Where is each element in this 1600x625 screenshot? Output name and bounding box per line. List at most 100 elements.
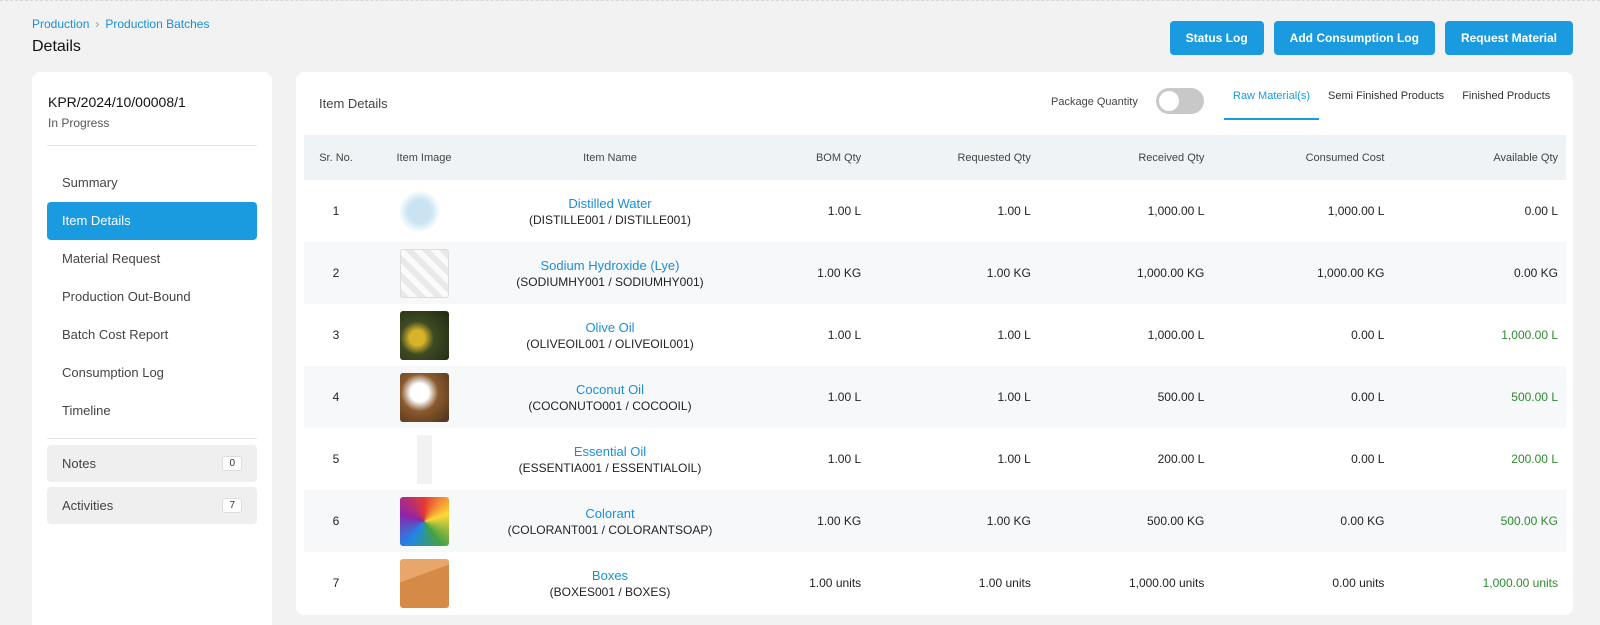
item-name-link[interactable]: Sodium Hydroxide (Lye) <box>540 257 680 273</box>
breadcrumb-root[interactable]: Production <box>32 17 90 31</box>
item-name-link[interactable]: Colorant <box>585 505 635 521</box>
sidebar-notes[interactable]: Notes 0 <box>47 445 257 482</box>
sr-no-cell: 1 <box>332 204 340 218</box>
item-name-cell: Boxes (BOXES001 / BOXES) <box>480 552 740 614</box>
tab-finished-products[interactable]: Finished Products <box>1462 90 1551 102</box>
sidebar-activities[interactable]: Activities 7 <box>47 487 257 524</box>
table-row: 4 Coconut Oil (COCONUTO001 / COCOOIL) 1.00 … <box>304 366 1566 428</box>
breadcrumb: Production › Production Batches <box>32 17 209 31</box>
available-qty-cell: 0.00 KG <box>1513 266 1558 280</box>
requested-qty-cell: 1.00 units <box>978 576 1031 590</box>
item-name-cell: Olive Oil (OLIVEOIL001 / OLIVEOIL001) <box>480 304 740 366</box>
available-qty-cell: 1,000.00 units <box>1482 576 1558 590</box>
divider <box>47 145 257 146</box>
item-name-cell: Sodium Hydroxide (Lye) (SODIUMHY001 / SOD… <box>480 242 740 304</box>
item-image-cell <box>368 490 480 552</box>
table-row: 2 Sodium Hydroxide (Lye) (SODIUMHY001 / SO… <box>304 242 1566 304</box>
item-name-link[interactable]: Distilled Water <box>568 195 652 211</box>
consumed-cost-cell: 1,000.00 KG <box>1317 266 1385 280</box>
colorant-icon <box>399 496 449 546</box>
sidebar-item-consumption-log[interactable]: Consumption Log <box>62 365 164 380</box>
item-code: (COCONUTO001 / COCOOIL) <box>528 398 692 413</box>
item-code: (BOXES001 / BOXES) <box>549 584 671 599</box>
status-log-button[interactable]: Status Log <box>1169 21 1264 55</box>
item-type-tabs: Raw Material(s) Semi Finished Products F… <box>1224 72 1559 120</box>
item-name-cell: Essential Oil (ESSENTIA001 / ESSENTIALOIL… <box>480 428 740 490</box>
sidebar-item-item-details[interactable]: Item Details <box>47 202 257 240</box>
tab-semi-finished-products[interactable]: Semi Finished Products <box>1328 90 1445 102</box>
bom-qty-cell: 1.00 L <box>827 390 862 404</box>
toggle-knob <box>1159 91 1179 111</box>
item-name-link[interactable]: Boxes <box>591 567 629 583</box>
lye-icon <box>399 248 449 298</box>
package-quantity-toggle[interactable] <box>1156 88 1204 114</box>
item-code: (COLORANT001 / COLORANTSOAP) <box>507 522 713 537</box>
top-actions: Status Log Add Consumption Log Request M… <box>1169 21 1573 55</box>
sr-no-cell: 6 <box>332 514 340 528</box>
item-code: (ESSENTIA001 / ESSENTIALOIL) <box>518 460 702 475</box>
column-header: Item Name <box>583 151 637 164</box>
table-header-row: Sr. No. Item Image Item Name BOM Qty Req… <box>304 135 1566 180</box>
column-header: Requested Qty <box>957 151 1031 164</box>
request-material-button[interactable]: Request Material <box>1444 21 1573 55</box>
sidebar-item-material-request[interactable]: Material Request <box>62 251 161 266</box>
item-name-link[interactable]: Coconut Oil <box>576 381 644 397</box>
item-name-link[interactable]: Essential Oil <box>573 443 647 459</box>
bom-qty-cell: 1.00 units <box>809 576 862 590</box>
column-header: Received Qty <box>1138 151 1205 164</box>
sr-no-cell: 2 <box>332 266 340 280</box>
notes-label: Notes <box>62 456 96 471</box>
item-image-cell <box>368 366 480 428</box>
batch-status: In Progress <box>48 116 110 130</box>
sr-no-cell: 7 <box>332 576 340 590</box>
received-qty-cell: 1,000.00 L <box>1147 204 1205 218</box>
requested-qty-cell: 1.00 KG <box>986 514 1031 528</box>
breadcrumb-current[interactable]: Production Batches <box>105 17 210 31</box>
item-details-panel: Item Details Package Quantity Raw Materi… <box>296 72 1573 615</box>
received-qty-cell: 500.00 KG <box>1146 514 1205 528</box>
divider <box>47 438 257 439</box>
item-image-cell <box>368 552 480 614</box>
table-row: 1 Distilled Water (DISTILLE001 / DISTILLE0… <box>304 180 1566 242</box>
column-header: Consumed Cost <box>1305 151 1385 164</box>
item-name-link[interactable]: Olive Oil <box>585 319 635 335</box>
bom-qty-cell: 1.00 L <box>827 328 862 342</box>
bom-qty-cell: 1.00 KG <box>817 266 862 280</box>
water-icon <box>399 186 449 236</box>
chevron-right-icon: › <box>95 17 100 31</box>
requested-qty-cell: 1.00 L <box>997 390 1031 404</box>
available-qty-cell: 500.00 KG <box>1500 514 1558 528</box>
received-qty-cell: 200.00 L <box>1157 452 1205 466</box>
sidebar: KPR/2024/10/00008/1 In Progress Summary … <box>32 72 272 625</box>
table-row: 3 Olive Oil (OLIVEOIL001 / OLIVEOIL001) 1.0… <box>304 304 1566 366</box>
olive-oil-icon <box>399 310 449 360</box>
sidebar-item-summary[interactable]: Summary <box>62 175 118 190</box>
column-header: Sr. No. <box>319 151 353 164</box>
item-image-cell <box>368 242 480 304</box>
sidebar-item-timeline[interactable]: Timeline <box>62 403 111 418</box>
consumed-cost-cell: 0.00 L <box>1351 452 1385 466</box>
essential-oil-icon <box>399 434 449 484</box>
item-name-cell: Colorant (COLORANT001 / COLORANTSOAP) <box>480 490 740 552</box>
received-qty-cell: 1,000.00 KG <box>1136 266 1205 280</box>
raw-materials-table: Sr. No. Item Image Item Name BOM Qty Req… <box>304 135 1566 614</box>
panel-header: Item Details Package Quantity Raw Materi… <box>296 72 1573 133</box>
sr-no-cell: 4 <box>332 390 340 404</box>
bom-qty-cell: 1.00 L <box>827 452 862 466</box>
tab-raw-materials[interactable]: Raw Material(s) <box>1224 72 1320 120</box>
package-quantity-label: Package Quantity <box>1051 96 1138 108</box>
item-image-cell <box>368 428 480 490</box>
item-code: (OLIVEOIL001 / OLIVEOIL001) <box>526 336 694 351</box>
add-consumption-log-button[interactable]: Add Consumption Log <box>1273 21 1435 55</box>
sidebar-item-production-out-bound[interactable]: Production Out-Bound <box>62 289 191 304</box>
column-header: Available Qty <box>1493 151 1558 164</box>
consumed-cost-cell: 0.00 L <box>1351 390 1385 404</box>
received-qty-cell: 1,000.00 L <box>1147 328 1205 342</box>
available-qty-cell: 500.00 L <box>1511 390 1558 404</box>
requested-qty-cell: 1.00 KG <box>986 266 1031 280</box>
box-icon <box>399 558 449 608</box>
sidebar-item-batch-cost-report[interactable]: Batch Cost Report <box>62 327 169 342</box>
item-code: (DISTILLE001 / DISTILLE001) <box>528 212 692 227</box>
received-qty-cell: 1,000.00 units <box>1128 576 1205 590</box>
requested-qty-cell: 1.00 L <box>997 452 1031 466</box>
